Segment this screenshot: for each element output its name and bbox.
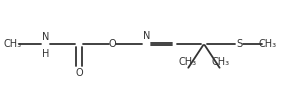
Text: O: O — [109, 39, 116, 49]
Text: S: S — [236, 39, 242, 49]
Text: N: N — [41, 32, 49, 42]
Text: CH₃: CH₃ — [4, 39, 22, 49]
Text: CH₃: CH₃ — [212, 57, 230, 67]
Text: CH₃: CH₃ — [258, 39, 276, 49]
Text: N: N — [143, 31, 150, 41]
Text: CH₃: CH₃ — [178, 57, 196, 67]
Text: H: H — [41, 49, 49, 59]
Text: O: O — [75, 68, 83, 78]
